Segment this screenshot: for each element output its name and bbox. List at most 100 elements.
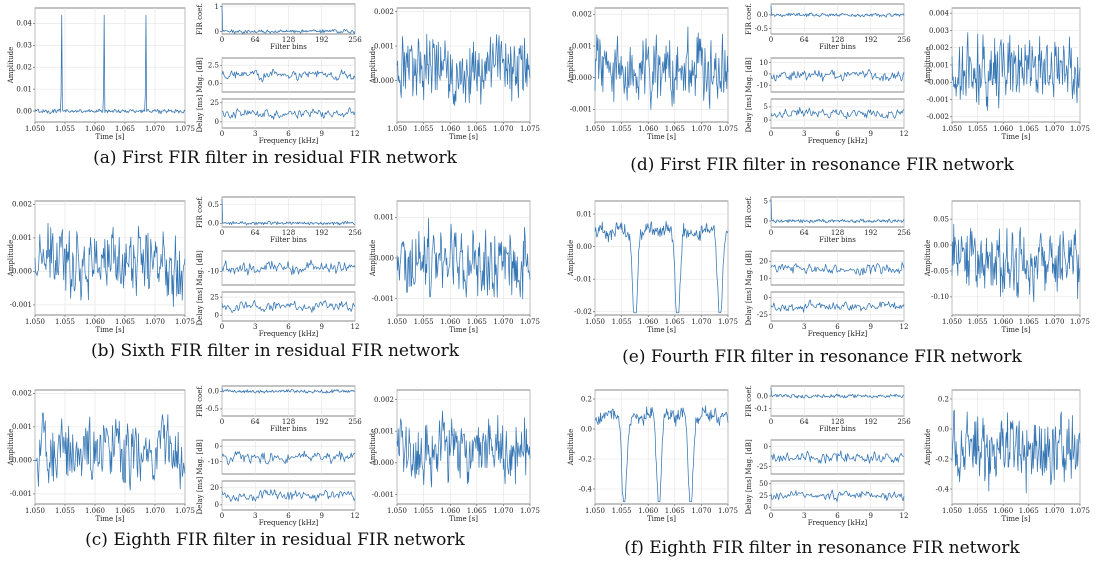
y-tick-label: 0.01 bbox=[16, 85, 32, 93]
x-tick-label: 64 bbox=[800, 229, 809, 237]
y-tick-label: -0.1 bbox=[755, 405, 769, 413]
input-signal-line bbox=[594, 405, 729, 503]
y-tick-label: 0 bbox=[764, 443, 768, 451]
x-tick-label: 1.075 bbox=[1070, 125, 1090, 133]
y-tick-label: 0.001 bbox=[572, 42, 592, 50]
x-tick-label: 256 bbox=[897, 418, 911, 426]
y-tick-label: 0.02 bbox=[16, 63, 32, 71]
x-tick-label: 1.050 bbox=[387, 318, 407, 326]
y-tick-label: 0 bbox=[764, 503, 768, 511]
x-tick-label: 1.050 bbox=[942, 125, 962, 133]
y-axis-label: Amplitude bbox=[924, 47, 932, 85]
x-axis-label: Frequency [kHz] bbox=[259, 137, 319, 145]
x-tick-label: 1.065 bbox=[665, 125, 685, 133]
y-tick-label: 0.000 bbox=[374, 77, 394, 85]
y-tick-label: 0.002 bbox=[572, 11, 592, 19]
y-tick-label: -0.001 bbox=[372, 295, 394, 303]
x-tick-label: 0 bbox=[769, 36, 773, 44]
y-tick-label: 0.00 bbox=[933, 241, 949, 249]
y-tick-label: -0.4 bbox=[579, 485, 593, 493]
y-axis-label: Amplitude bbox=[369, 240, 377, 278]
y-tick-label: 0.000 bbox=[12, 457, 32, 465]
x-tick-label: 1.050 bbox=[942, 507, 962, 515]
x-tick-label: 9 bbox=[869, 323, 873, 331]
x-tick-label: 128 bbox=[282, 418, 295, 426]
x-axis-label: Time [s] bbox=[647, 133, 676, 141]
x-tick-label: 1.070 bbox=[145, 318, 165, 326]
y-axis-label: Amplitude bbox=[924, 429, 932, 467]
y-axis-label: Mag. [dB] bbox=[196, 439, 204, 475]
y-tick-label: 0.001 bbox=[12, 234, 32, 242]
y-tick-label: 0.0 bbox=[208, 388, 219, 396]
y-axis-label: Mag. [dB] bbox=[196, 57, 204, 93]
x-tick-label: 3 bbox=[253, 130, 257, 138]
y-tick-label: -0.001 bbox=[10, 301, 32, 309]
y-tick-label: 0.000 bbox=[374, 459, 394, 467]
y-tick-label: 25 bbox=[759, 492, 768, 500]
y-axis-label: Amplitude bbox=[7, 240, 15, 278]
y-tick-label: -0.05 bbox=[931, 267, 949, 275]
y-tick-label: 0 bbox=[215, 28, 219, 36]
x-tick-label: 0 bbox=[220, 418, 224, 426]
y-tick-label: -25 bbox=[757, 463, 768, 471]
y-tick-label: -0.001 bbox=[10, 490, 32, 498]
x-tick-label: 192 bbox=[864, 418, 877, 426]
panel-caption: (d) First FIR filter in resonance FIR ne… bbox=[630, 155, 1014, 175]
x-tick-label: 1.070 bbox=[493, 318, 513, 326]
y-tick-label: -25 bbox=[757, 311, 768, 319]
y-axis-label: Delay [ms] bbox=[196, 94, 204, 132]
y-tick-label: 0.2 bbox=[938, 395, 949, 403]
x-tick-label: 1.050 bbox=[25, 507, 45, 515]
fir-coef-line bbox=[770, 198, 905, 224]
y-tick-label: -0.001 bbox=[570, 106, 592, 114]
fir-coef-line bbox=[221, 5, 356, 35]
figure-panel-f: -0.4 -0.2 0.0 0.2 1.050 1.055 1.060 1.065 1.070 1… bbox=[567, 385, 1090, 558]
y-axis-label: Amplitude bbox=[567, 47, 575, 85]
x-tick-label: 3 bbox=[253, 323, 257, 331]
y-tick-label: 0.001 bbox=[374, 42, 394, 50]
x-tick-label: 9 bbox=[869, 512, 873, 520]
x-axis-label: Filter bins bbox=[819, 43, 856, 51]
x-tick-label: 192 bbox=[315, 36, 328, 44]
y-tick-label: 0 bbox=[215, 442, 219, 450]
x-axis-label: Frequency [kHz] bbox=[808, 330, 868, 338]
x-axis-label: Frequency [kHz] bbox=[259, 330, 319, 338]
x-tick-label: 1.050 bbox=[25, 318, 45, 326]
y-tick-label: 0.01 bbox=[576, 210, 592, 218]
magnitude-line bbox=[770, 262, 905, 276]
x-tick-label: 1.050 bbox=[942, 318, 962, 326]
y-tick-label: 0.0 bbox=[757, 11, 768, 19]
x-tick-label: 0 bbox=[220, 512, 224, 520]
y-tick-label: 10 bbox=[759, 59, 768, 67]
x-tick-label: 192 bbox=[315, 418, 328, 426]
y-tick-label: -0.4 bbox=[936, 485, 950, 493]
y-axis-label: Mag. [dB] bbox=[196, 250, 204, 286]
x-tick-label: 12 bbox=[900, 323, 909, 331]
y-tick-label: 0.03 bbox=[16, 42, 32, 50]
x-tick-label: 1.065 bbox=[665, 507, 685, 515]
fir-coef-line bbox=[770, 5, 905, 18]
y-axis-label: Delay [ms] bbox=[745, 94, 753, 132]
x-tick-label: 1.070 bbox=[691, 507, 711, 515]
x-tick-label: 1.070 bbox=[1044, 507, 1064, 515]
x-tick-label: 1.060 bbox=[638, 125, 658, 133]
y-tick-label: 2.5 bbox=[208, 62, 219, 70]
x-tick-label: 1.060 bbox=[638, 318, 658, 326]
x-tick-label: 1.070 bbox=[145, 507, 165, 515]
x-tick-label: 1.055 bbox=[968, 507, 988, 515]
x-tick-label: 12 bbox=[900, 130, 909, 138]
output-signal-line bbox=[951, 409, 1081, 494]
x-tick-label: 0 bbox=[769, 512, 773, 520]
x-tick-label: 1.055 bbox=[414, 318, 434, 326]
y-tick-label: 0.002 bbox=[374, 8, 394, 16]
panel-caption: (c) Eighth FIR filter in residual FIR ne… bbox=[85, 530, 465, 550]
x-tick-label: 9 bbox=[320, 512, 324, 520]
x-axis-label: Time [s] bbox=[449, 515, 478, 523]
x-tick-label: 1.070 bbox=[1044, 318, 1064, 326]
x-tick-label: 1.065 bbox=[115, 507, 135, 515]
y-tick-label: 25 bbox=[210, 293, 219, 301]
x-tick-label: 6 bbox=[286, 512, 291, 520]
y-axis-label: FIR coef. bbox=[745, 3, 753, 35]
